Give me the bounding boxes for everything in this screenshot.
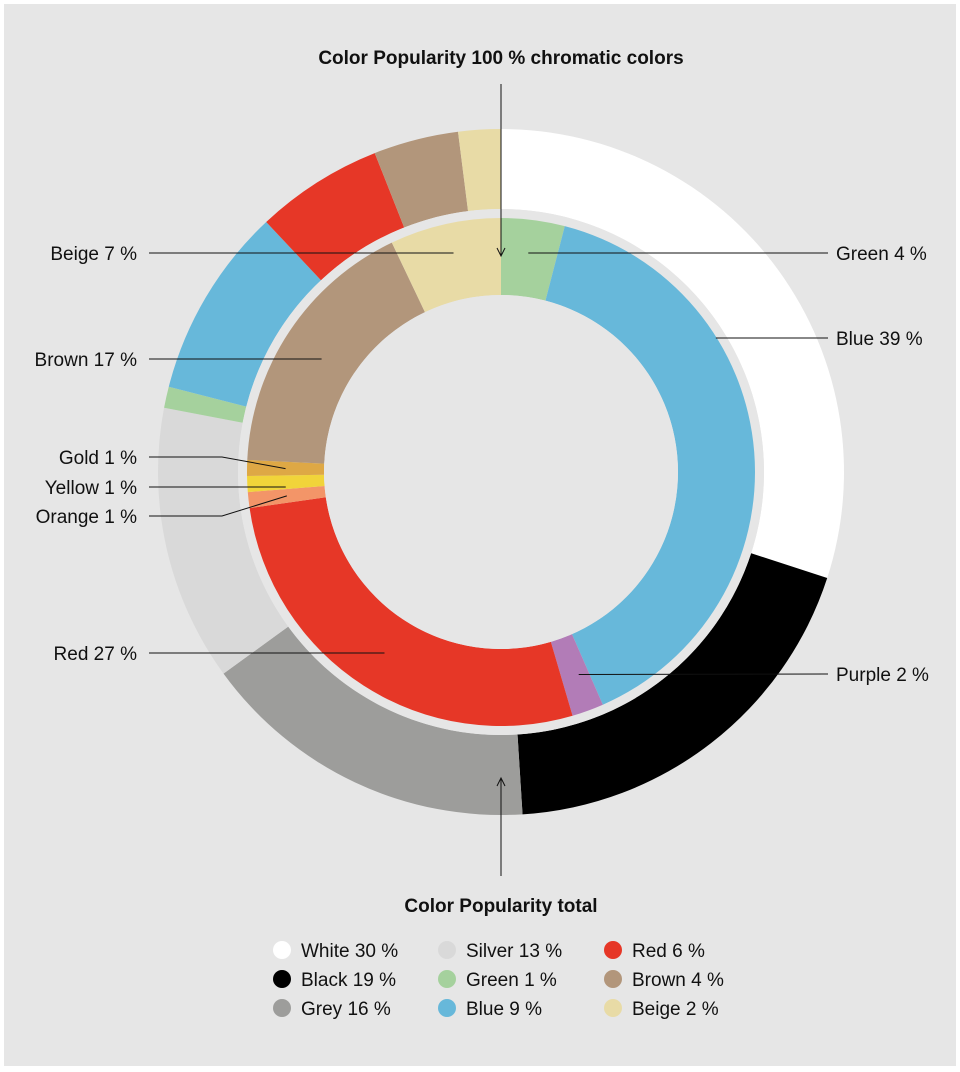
legend-swatch-grey <box>273 999 291 1017</box>
legend-label-beige: Beige 2 % <box>632 999 719 1020</box>
legend-swatch-green <box>438 970 456 988</box>
leader-lines <box>149 84 829 876</box>
inner-slice-beige <box>391 218 501 313</box>
inner-ring-title: Color Popularity 100 % chromatic colors <box>318 48 683 69</box>
outer-slice-silver <box>158 407 289 674</box>
donut-hole <box>324 295 678 649</box>
inner-slice-purple <box>550 634 603 716</box>
outer-slice-beige <box>458 129 501 212</box>
inner-slice-green <box>501 218 565 301</box>
inner-slice-yellow <box>247 474 325 493</box>
legend-label-green: Green 1 % <box>466 970 557 991</box>
inner-ring <box>246 218 755 726</box>
legend-label-white: White 30 % <box>301 941 398 962</box>
inner-slice-orange <box>247 486 326 509</box>
outer-ring <box>158 129 845 815</box>
legend-label-black: Black 19 % <box>301 970 396 991</box>
nested-donut-chart: Green 4 % Blue 39 % Purple 2 % Red 27 % Oran… <box>35 48 929 1020</box>
outer-slice-grey <box>223 626 523 815</box>
inner-slice-red <box>249 497 573 726</box>
slice-label-orange: Orange 1 % <box>36 507 137 528</box>
legend-swatch-silver <box>438 941 456 959</box>
inner-slice-blue <box>545 226 755 705</box>
outer-title-arrowhead <box>496 776 506 787</box>
slice-label-brown: Brown 17 % <box>35 350 138 371</box>
outer-slice-white <box>501 129 845 578</box>
outer-slice-green <box>164 386 247 423</box>
slice-label-red: Red 27 % <box>54 644 138 665</box>
outer-slice-brown <box>374 131 469 228</box>
leader-line-gold <box>149 456 286 470</box>
legend-label-silver: Silver 13 % <box>466 941 562 962</box>
legend-label-red: Red 6 % <box>632 941 705 962</box>
legend-swatch-black <box>273 970 291 988</box>
slice-label-purple: Purple 2 % <box>836 665 929 686</box>
outer-slice-red <box>266 153 405 281</box>
outer-slice-black <box>517 553 828 815</box>
inner-title-arrowhead <box>496 247 506 258</box>
outer-slice-blue <box>168 221 321 407</box>
inner-slice-brown <box>247 242 425 464</box>
slice-label-blue: Blue 39 % <box>836 329 923 350</box>
legend-swatch-red <box>604 941 622 959</box>
legend-label-grey: Grey 16 % <box>301 999 391 1020</box>
legend-swatch-brown <box>604 970 622 988</box>
outer-ring-title: Color Popularity total <box>404 896 597 917</box>
slice-label-green: Green 4 % <box>836 244 927 265</box>
legend-label-brown: Brown 4 % <box>632 970 724 991</box>
legend-swatch-beige <box>604 999 622 1017</box>
legend-swatch-blue <box>438 999 456 1017</box>
leader-line-purple <box>578 673 829 676</box>
chart-panel: Green 4 % Blue 39 % Purple 2 % Red 27 % Oran… <box>4 4 956 1066</box>
legend-swatch-white <box>273 941 291 959</box>
legend-label-blue: Blue 9 % <box>466 999 542 1020</box>
leader-line-orange <box>149 495 287 517</box>
slice-label-beige: Beige 7 % <box>50 244 137 265</box>
slice-label-gold: Gold 1 % <box>59 448 137 469</box>
slice-labels: Green 4 % Blue 39 % Purple 2 % Red 27 % Oran… <box>35 244 929 686</box>
inner-slice-gold <box>246 459 325 477</box>
legend: White 30 % Black 19 % Grey 16 % Silver 13 %… <box>273 941 724 1020</box>
slice-label-yellow: Yellow 1 % <box>45 478 137 499</box>
